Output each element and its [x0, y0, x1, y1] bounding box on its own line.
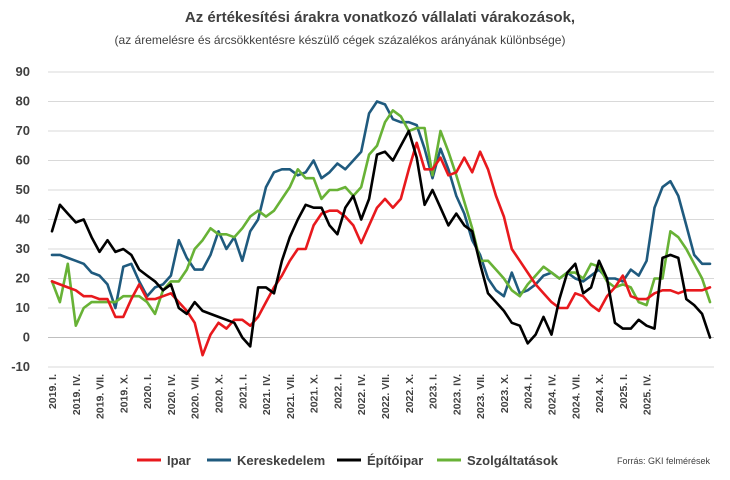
x-tick-label: 2022. IV. [356, 374, 368, 415]
legend: Ipar Kereskedelem Építőipar Szolgáltatások [137, 453, 559, 468]
y-tick-label: 30 [16, 241, 30, 256]
y-tick-label: 80 [16, 94, 30, 109]
y-tick-label: 90 [16, 64, 30, 79]
x-tick-label: 2021. IV. [261, 374, 273, 415]
y-tick-label: -10 [11, 359, 30, 374]
x-tick-label: 2019. X. [118, 374, 130, 413]
x-tick-label: 2025. I. [618, 374, 630, 409]
y-tick-label: 60 [16, 153, 30, 168]
x-tick-label: 2024. X. [594, 374, 606, 413]
series-line-szolgaltatasok [50, 109, 712, 328]
series-lines [50, 100, 712, 357]
x-tick-label: 2023. VII. [475, 374, 487, 419]
x-tick-label: 2024. IV. [546, 374, 558, 415]
x-tick-label: 2019. I. [47, 374, 59, 409]
x-tick-label: 2019. VII. [95, 374, 107, 419]
legend-label-ipar: Ipar [167, 453, 191, 468]
x-tick-label: 2019. IV. [71, 374, 83, 415]
x-tick-label: 2020. X. [213, 374, 225, 413]
source-note: Forrás: GKI felmérések [617, 456, 711, 466]
x-tick-label: 2021. X. [309, 374, 321, 413]
x-tick-label: 2025. IV. [642, 374, 654, 415]
y-tick-label: 70 [16, 123, 30, 138]
y-axis-ticks: -10 0 10 20 30 40 50 60 70 80 90 [11, 64, 30, 374]
y-tick-label: 0 [23, 330, 30, 345]
legend-label-szolgaltatasok: Szolgáltatások [467, 453, 559, 468]
y-tick-label: 50 [16, 182, 30, 197]
x-tick-label: 2020. I. [142, 374, 154, 409]
x-tick-label: 2021. VII. [285, 374, 297, 419]
x-tick-label: 2020. IV. [166, 374, 178, 415]
x-tick-label: 2020. VII. [190, 374, 202, 419]
legend-label-kereskedelem: Kereskedelem [237, 453, 325, 468]
x-tick-label: 2024. VII. [570, 374, 582, 419]
x-tick-label: 2022. X. [404, 374, 416, 413]
x-tick-label: 2022. VII. [380, 374, 392, 419]
chart-subtitle: (az áremelésre és árcsökkentésre készülő… [115, 33, 566, 47]
y-tick-label: 20 [16, 271, 30, 286]
legend-label-epitoipar: Építőipar [367, 453, 423, 468]
y-tick-label: 10 [16, 300, 30, 315]
x-tick-label: 2022. I. [332, 374, 344, 409]
x-tick-label: 2023. X. [499, 374, 511, 413]
x-axis-ticks: 2019. I. 2019. IV. 2019. VII. 2019. X. 2020.… [47, 374, 654, 419]
x-tick-label: 2023. I. [428, 374, 440, 409]
series-line-epitoipar [50, 129, 712, 348]
y-tick-label: 40 [16, 212, 30, 227]
x-tick-label: 2024. I. [523, 374, 535, 409]
chart-title: Az értékesítési árakra vonatkozó vállala… [185, 9, 575, 26]
series-line-ipar [50, 141, 712, 357]
x-tick-label: 2023. IV. [451, 374, 463, 415]
x-tick-label: 2021. I. [237, 374, 249, 409]
